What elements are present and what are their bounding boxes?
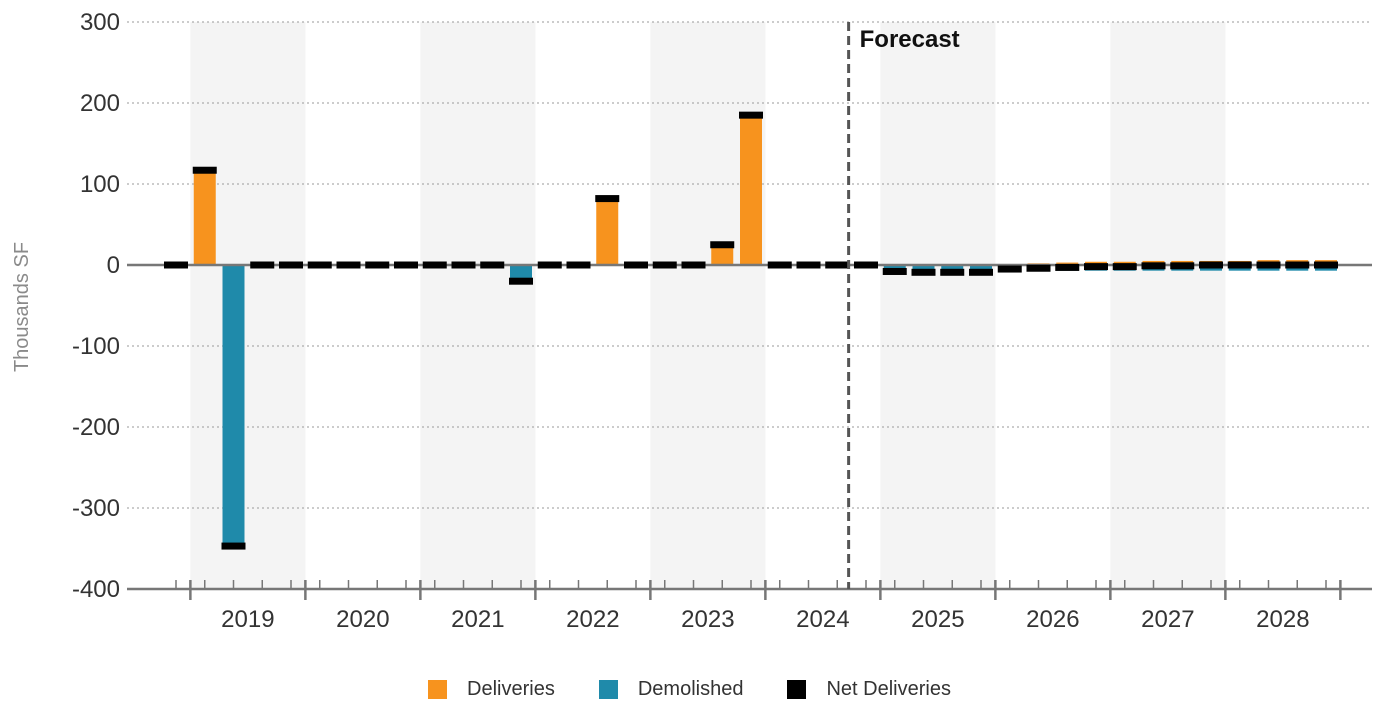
- y-tick-label: 100: [80, 171, 120, 198]
- net-deliveries-marker: [1285, 261, 1310, 269]
- net-deliveries-marker: [595, 195, 620, 203]
- net-deliveries-marker: [911, 268, 936, 276]
- net-deliveries-marker: [1170, 262, 1195, 270]
- legend-label-net-deliveries: Net Deliveries: [826, 678, 951, 700]
- y-tick-label: 200: [80, 90, 120, 117]
- x-tick-label: 2021: [451, 606, 504, 633]
- y-tick-label: 300: [80, 9, 120, 36]
- net-deliveries-marker: [1084, 263, 1108, 271]
- y-tick-label: -200: [72, 414, 120, 441]
- net-deliveries-marker: [1256, 261, 1281, 269]
- net-deliveries-marker: [365, 261, 390, 269]
- net-deliveries-marker: [969, 268, 993, 276]
- net-deliveries-marker: [451, 261, 476, 269]
- x-tick-label: 2025: [911, 606, 964, 633]
- year-band: [880, 22, 996, 589]
- deliveries-bar: [193, 170, 216, 265]
- net-deliveries-marker: [940, 268, 965, 276]
- x-tick-label: 2023: [681, 606, 734, 633]
- net-deliveries-marker: [767, 261, 792, 269]
- net-deliveries-marker: [394, 261, 418, 269]
- net-deliveries-marker: [1141, 262, 1166, 270]
- net-deliveries-marker: [509, 277, 533, 285]
- demolished-bar: [510, 265, 532, 282]
- net-deliveries-marker: [825, 261, 850, 269]
- chart-legend: Deliveries Demolished Net Deliveries: [0, 678, 1379, 701]
- legend-swatch-deliveries: [428, 680, 448, 699]
- net-deliveries-marker: [1227, 261, 1252, 269]
- demolished-bar: [941, 265, 964, 273]
- x-tick-label: 2022: [566, 606, 619, 633]
- net-deliveries-marker: [624, 261, 648, 269]
- year-band: [420, 22, 536, 589]
- year-band: [1110, 22, 1226, 589]
- x-tick-label: 2019: [221, 606, 274, 633]
- net-deliveries-marker: [336, 261, 361, 269]
- legend-swatch-demolished: [598, 680, 618, 699]
- y-axis-label: Thousands SF: [11, 242, 33, 372]
- x-tick-label: 2026: [1026, 606, 1079, 633]
- demolished-bar: [912, 265, 935, 273]
- net-deliveries-marker: [710, 241, 735, 249]
- net-deliveries-marker: [192, 166, 217, 174]
- legend-item-demolished: Demolished: [598, 678, 744, 701]
- net-deliveries-marker: [422, 261, 447, 269]
- x-tick-label: 2027: [1141, 606, 1194, 633]
- x-tick-label: 2028: [1256, 606, 1309, 633]
- net-deliveries-marker: [1314, 261, 1338, 269]
- legend-item-net-deliveries: Net Deliveries: [787, 678, 951, 701]
- net-deliveries-marker: [1055, 263, 1080, 271]
- net-deliveries-marker: [307, 261, 332, 269]
- net-deliveries-marker: [1199, 261, 1223, 269]
- net-deliveries-marker: [1112, 263, 1137, 271]
- y-tick-label: 0: [107, 252, 120, 279]
- year-band: [190, 22, 306, 589]
- net-deliveries-marker: [882, 267, 907, 275]
- net-deliveries-marker: [250, 261, 275, 269]
- net-deliveries-marker: [1026, 264, 1051, 272]
- legend-item-deliveries: Deliveries: [428, 678, 555, 701]
- net-deliveries-marker: [537, 261, 562, 269]
- net-deliveries-marker: [566, 261, 591, 269]
- x-tick-label: 2020: [336, 606, 389, 633]
- year-band: [650, 22, 766, 589]
- x-tick-label: 2024: [796, 606, 849, 633]
- y-tick-label: -400: [72, 576, 120, 603]
- legend-label-demolished: Demolished: [637, 678, 744, 700]
- net-deliveries-marker: [279, 261, 303, 269]
- net-deliveries-marker: [164, 261, 188, 269]
- y-tick-label: -100: [72, 333, 120, 360]
- demolished-bar: [222, 265, 245, 547]
- net-deliveries-marker: [221, 542, 246, 550]
- deliveries-bar: [711, 244, 734, 265]
- forecast-label: Forecast: [860, 26, 960, 53]
- legend-label-deliveries: Deliveries: [467, 678, 555, 700]
- net-deliveries-marker: [480, 261, 505, 269]
- deliveries-bar: [596, 198, 619, 265]
- y-tick-label: -300: [72, 495, 120, 522]
- net-deliveries-marker: [997, 265, 1022, 273]
- net-deliveries-marker: [681, 261, 706, 269]
- deliveries-bar: [740, 115, 762, 266]
- net-deliveries-marker: [739, 111, 763, 119]
- net-deliveries-marker: [796, 261, 821, 269]
- demolished-bar: [970, 265, 992, 273]
- net-deliveries-marker: [854, 261, 878, 269]
- net-deliveries-marker: [652, 261, 677, 269]
- legend-swatch-net-deliveries: [787, 680, 807, 699]
